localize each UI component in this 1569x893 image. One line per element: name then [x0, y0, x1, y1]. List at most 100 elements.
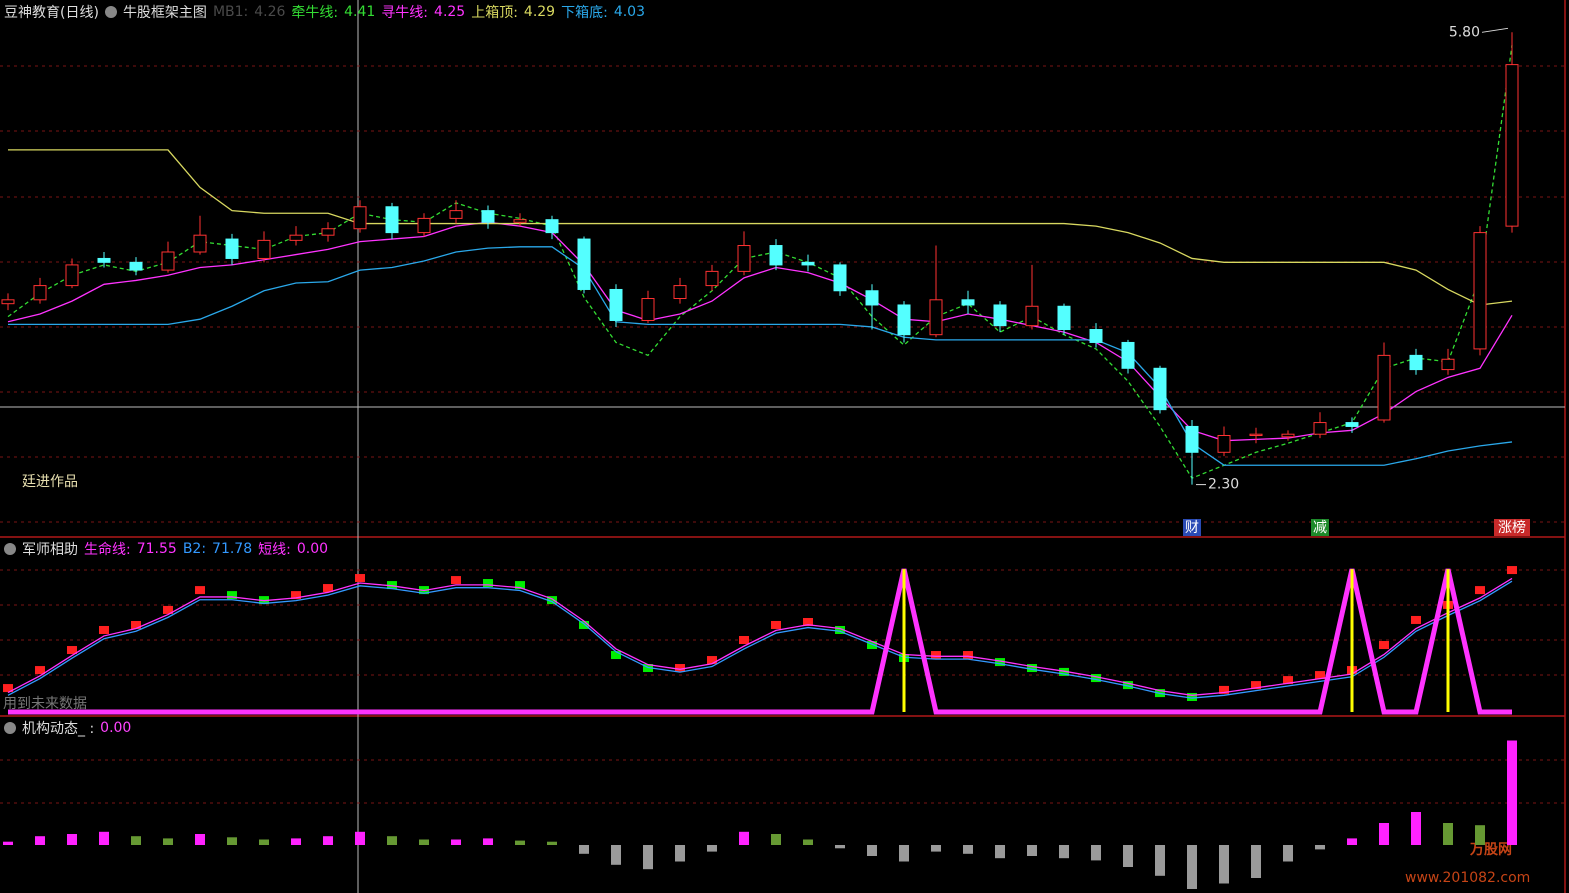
series-line — [8, 149, 1513, 306]
candle-body — [225, 238, 239, 259]
bar — [963, 845, 973, 854]
bar — [387, 836, 397, 845]
readout-name: 上箱顶: — [471, 5, 518, 21]
bar — [323, 836, 333, 845]
bar — [515, 840, 525, 845]
candle-body — [673, 285, 687, 300]
chart-title: 机构动态_ : — [22, 721, 95, 737]
min-label: 2.30 — [1208, 477, 1239, 493]
candle-body — [1377, 354, 1391, 421]
bar — [99, 625, 109, 634]
bar — [227, 591, 237, 600]
bar — [995, 658, 1005, 667]
bar — [419, 839, 429, 845]
bar — [931, 845, 941, 852]
bar — [1507, 740, 1517, 845]
bar — [1251, 681, 1261, 690]
bar — [1059, 845, 1069, 859]
bar — [835, 625, 845, 634]
indicator-header: 机构动态_ : 0.00 — [4, 718, 131, 738]
bar — [131, 836, 141, 845]
watermark-brand: 万股网 — [1469, 842, 1512, 858]
bar — [1155, 845, 1165, 876]
bar — [323, 584, 333, 593]
candle-body — [1121, 341, 1135, 369]
bar — [1219, 685, 1229, 694]
readout-value: 4.03 — [613, 4, 645, 20]
bar — [739, 636, 749, 645]
candle-body — [1057, 305, 1071, 331]
candle-body — [897, 304, 911, 336]
candle-body — [993, 304, 1007, 327]
stock-title: 豆神教育(日线) — [4, 5, 99, 21]
bar — [291, 838, 301, 845]
signal-bg — [1311, 519, 1329, 536]
candle-body — [257, 239, 271, 259]
bar — [195, 834, 205, 845]
bar — [1187, 692, 1197, 701]
bar — [67, 834, 77, 845]
signal: 涨榜 — [1498, 519, 1526, 536]
icon[interactable] — [4, 722, 16, 734]
arrow — [1481, 27, 1509, 33]
bar — [1251, 845, 1261, 878]
note: 用到未来数据 — [3, 696, 87, 712]
bar — [1379, 823, 1389, 845]
candle-body — [65, 264, 79, 287]
bar — [579, 620, 589, 629]
candle-body — [481, 210, 495, 223]
candle-body — [641, 298, 655, 321]
series-line — [7, 580, 1513, 699]
readout-value: 0.00 — [296, 541, 329, 557]
candle-body — [705, 270, 719, 287]
bar — [1347, 838, 1357, 845]
candle-body — [769, 245, 783, 266]
signature: 廷进作品 — [22, 474, 78, 490]
bar — [1475, 586, 1485, 595]
bar — [3, 841, 13, 845]
candle-body — [1185, 425, 1199, 453]
candle-body — [353, 206, 367, 230]
series-line — [8, 246, 1513, 466]
readout-value: 4.26 — [254, 4, 286, 20]
candle-body — [1281, 433, 1295, 438]
bar — [867, 641, 877, 650]
candle-body — [1153, 367, 1167, 411]
candle-body — [801, 261, 815, 266]
bar — [611, 845, 621, 865]
bar — [195, 586, 205, 595]
bar — [99, 831, 109, 845]
bar — [1219, 845, 1229, 884]
readout-value: 4.25 — [434, 4, 466, 20]
bar — [387, 581, 397, 590]
candle-body — [417, 217, 431, 234]
bar — [867, 845, 877, 856]
readout-value: 71.55 — [136, 541, 177, 557]
bar — [1475, 825, 1485, 845]
candle-body — [1473, 232, 1487, 350]
bar — [1123, 681, 1133, 690]
bar — [483, 838, 493, 845]
candle-body — [545, 219, 559, 234]
bar — [227, 837, 237, 845]
candle-body — [577, 238, 591, 290]
bar — [899, 845, 909, 862]
bar — [163, 605, 173, 614]
bar — [1411, 615, 1421, 624]
bar — [707, 656, 717, 665]
icon[interactable] — [104, 6, 117, 18]
candle-body — [1313, 422, 1327, 435]
bar — [1059, 667, 1069, 676]
candle-body — [33, 285, 47, 301]
bar — [547, 596, 557, 605]
bar — [35, 836, 45, 845]
signal: 减 — [1313, 520, 1327, 536]
bar — [1091, 674, 1101, 683]
candle-body — [1441, 358, 1455, 371]
bar — [35, 666, 45, 675]
icon[interactable] — [4, 543, 16, 555]
bar — [1027, 845, 1037, 856]
bar — [771, 834, 781, 845]
readout-value: 4.29 — [523, 4, 556, 20]
candle-body — [161, 251, 175, 271]
